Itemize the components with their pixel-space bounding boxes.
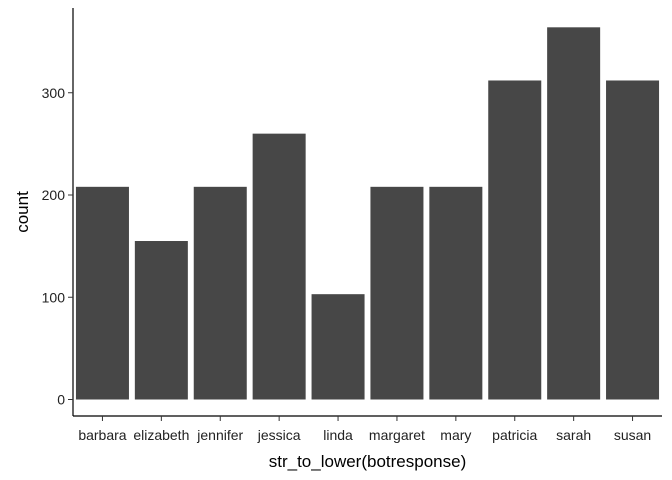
bar-patricia xyxy=(488,80,542,400)
y-tick-label: 0 xyxy=(57,392,65,408)
bar-jennifer xyxy=(193,186,247,400)
y-axis-title: count xyxy=(13,191,32,233)
bar-barbara xyxy=(75,186,129,400)
x-axis-ticks: barbara elizabeth jennifer jessica linda marg… xyxy=(78,416,651,443)
y-tick-label: 100 xyxy=(42,289,66,305)
bar-linda xyxy=(311,294,365,400)
bar-jessica xyxy=(252,133,306,400)
bar-mary xyxy=(429,186,483,400)
x-tick-label: elizabeth xyxy=(133,427,189,443)
y-axis-ticks: 0 100 200 300 xyxy=(42,85,73,408)
x-tick-label: jennifer xyxy=(196,427,243,443)
bar-sarah xyxy=(547,27,601,400)
y-tick-label: 300 xyxy=(42,85,66,101)
bar-margaret xyxy=(370,186,424,400)
bar-elizabeth xyxy=(134,241,188,400)
bars-group xyxy=(75,27,660,400)
x-tick-label: linda xyxy=(323,427,353,443)
x-tick-label: mary xyxy=(440,427,471,443)
x-tick-label: jessica xyxy=(257,427,301,443)
x-tick-label: susan xyxy=(614,427,651,443)
x-tick-label: patricia xyxy=(492,427,537,443)
x-tick-label: margaret xyxy=(369,427,425,443)
y-tick-label: 200 xyxy=(42,187,66,203)
x-tick-label: barbara xyxy=(78,427,126,443)
x-axis-title: str_to_lower(botresponse) xyxy=(269,452,466,471)
x-tick-label: sarah xyxy=(556,427,591,443)
bar-susan xyxy=(606,80,660,400)
